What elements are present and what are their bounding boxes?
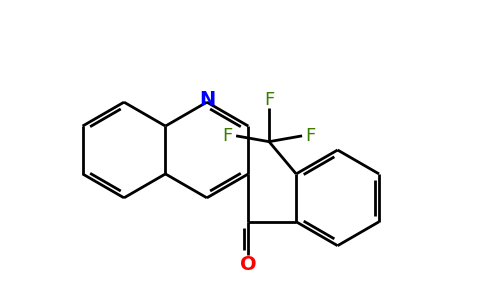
Text: N: N: [200, 90, 216, 109]
Text: O: O: [240, 255, 257, 274]
Text: F: F: [264, 91, 274, 109]
Text: F: F: [305, 127, 316, 145]
Text: F: F: [222, 127, 233, 145]
